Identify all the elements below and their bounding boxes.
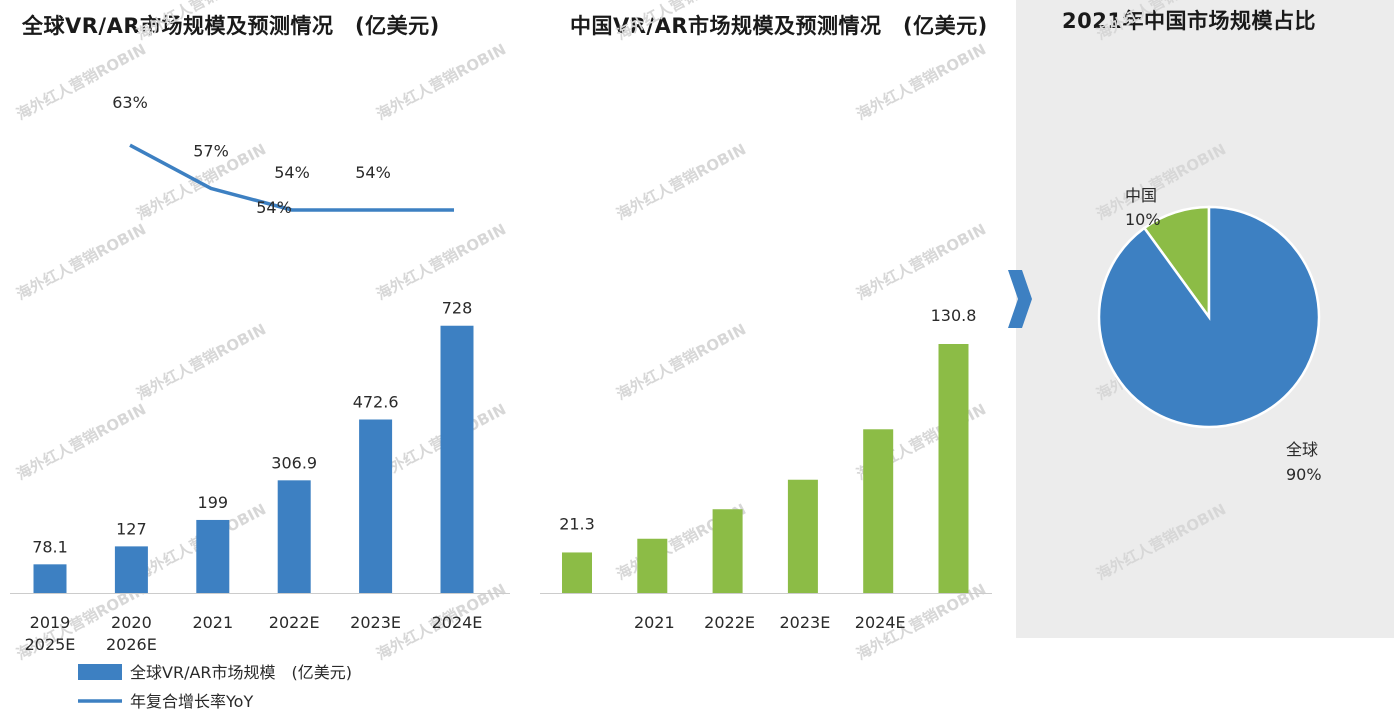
watermark-text: 海外红人营销ROBIN xyxy=(133,320,268,403)
china-bar xyxy=(562,552,592,593)
global-bar-value-label: 199 xyxy=(198,493,229,512)
watermark-text: 海外红人营销ROBIN xyxy=(1093,500,1228,583)
china-bar-value-label: 130.8 xyxy=(931,306,977,325)
china-x-tick-label: 2021 xyxy=(634,613,675,632)
growth-rate-label: 57% xyxy=(193,141,229,160)
watermark-layer: 海外红人营销ROBIN海外红人营销ROBIN海外红人营销ROBIN海外红人营销R… xyxy=(13,0,1228,664)
global-bar-value-label: 728 xyxy=(442,299,473,318)
global-bar-value-label: 78.1 xyxy=(32,537,68,556)
global-x-tick-label: 2020 xyxy=(111,613,152,632)
china-bar xyxy=(787,479,818,593)
pie-label-value: 90% xyxy=(1286,465,1322,484)
global-bar xyxy=(277,480,311,593)
pie-slice xyxy=(1097,205,1321,429)
global-bar xyxy=(33,564,67,593)
global-bar-value-label: 306.9 xyxy=(271,453,317,472)
china-bar xyxy=(712,509,743,593)
growth-rate-label: 54% xyxy=(355,163,391,182)
global-chart-title: 全球VR/AR市场规模及预测情况 (亿美元) xyxy=(22,14,440,38)
global-bar-chart: 78.1 2019 127 2020 199 2021 306.9 2022E 472.6 202… xyxy=(10,299,510,654)
watermark-text: 海外红人营销ROBIN xyxy=(853,220,988,303)
china-bar xyxy=(637,538,668,593)
watermark-text: 海外红人营销ROBIN xyxy=(373,40,508,123)
growth-rate-label-extra: 54% xyxy=(256,198,292,217)
global-chart-legend: 全球VR/AR市场规模 (亿美元) 年复合增长率YoY xyxy=(78,663,352,711)
growth-rate-line xyxy=(129,143,454,212)
global-bar xyxy=(359,419,393,593)
watermark-text: 海外红人营销ROBIN xyxy=(13,400,148,483)
growth-rate-label: 63% xyxy=(112,93,148,112)
global-x-tick-label: 2019 xyxy=(30,613,71,632)
watermark-text: 海外红人营销ROBIN xyxy=(13,220,148,303)
china-bar xyxy=(863,429,894,593)
global-x-tick-label-extra: 2025E xyxy=(25,635,76,654)
watermark-text: 海外红人营销ROBIN xyxy=(373,220,508,303)
pie-label-name: 中国 xyxy=(1125,186,1157,205)
legend-bar-swatch xyxy=(78,664,122,680)
pie-chart-title: 2021年中国市场规模占比 xyxy=(1062,9,1316,33)
chevron-right-icon-shape xyxy=(1008,270,1032,328)
china-bar xyxy=(938,344,969,593)
china-x-tick-label: 2023E xyxy=(779,613,830,632)
global-bar xyxy=(114,546,148,593)
global-x-tick-label: 2024E xyxy=(432,613,483,632)
share-pie-chart: 中国 10% 全球 90% xyxy=(1097,186,1322,484)
china-bar-chart: 21.3 2021 2022E 2023E 2024E 130.8 xyxy=(540,306,992,632)
global-x-tick-label: 2022E xyxy=(269,613,320,632)
legend-line-label: 年复合增长率YoY xyxy=(130,692,253,711)
chevron-right-icon xyxy=(1008,270,1032,328)
china-chart-title: 中国VR/AR市场规模及预测情况 (亿美元) xyxy=(570,14,988,38)
pie-label-name: 全球 xyxy=(1286,440,1318,459)
china-x-tick-label: 2024E xyxy=(855,613,906,632)
global-x-tick-label-extra: 2026E xyxy=(106,635,157,654)
growth-rate-label: 54% xyxy=(274,163,310,182)
global-x-tick-label: 2021 xyxy=(192,613,233,632)
watermark-text: 海外红人营销ROBIN xyxy=(853,40,988,123)
global-bar xyxy=(440,325,474,593)
watermark-text: 海外红人营销ROBIN xyxy=(613,320,748,403)
watermark-text: 海外红人营销ROBIN xyxy=(133,0,268,44)
global-bar-value-label: 127 xyxy=(116,519,147,538)
pie-label-value: 10% xyxy=(1125,210,1161,229)
global-x-tick-label: 2023E xyxy=(350,613,401,632)
growth-rate-line-chart: 63% 57% 54% 54% 54% xyxy=(112,93,454,217)
china-x-tick-label: 2022E xyxy=(704,613,755,632)
china-bar-value-label: 21.3 xyxy=(559,514,595,533)
global-bar xyxy=(196,519,230,593)
global-bar-value-label: 472.6 xyxy=(353,392,399,411)
legend-bar-label: 全球VR/AR市场规模 (亿美元) xyxy=(130,663,352,682)
watermark-text: 海外红人营销ROBIN xyxy=(1093,0,1228,44)
watermark-text: 海外红人营销ROBIN xyxy=(613,0,748,44)
watermark-text: 海外红人营销ROBIN xyxy=(613,140,748,223)
